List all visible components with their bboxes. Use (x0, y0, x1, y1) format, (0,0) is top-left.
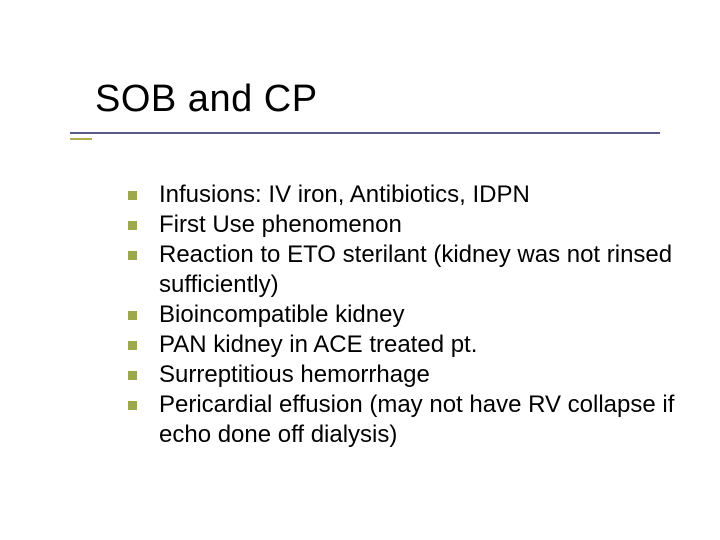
square-bullet-icon (128, 341, 137, 350)
bullet-text: Infusions: IV iron, Antibiotics, IDPN (159, 180, 680, 210)
bullet-text: First Use phenomenon (159, 210, 680, 240)
list-item: Reaction to ETO sterilant (kidney was no… (128, 240, 680, 300)
square-bullet-icon (128, 401, 137, 410)
bullet-text: Pericardial effusion (may not have RV co… (159, 390, 680, 450)
list-item: PAN kidney in ACE treated pt. (128, 330, 680, 360)
list-item: Pericardial effusion (may not have RV co… (128, 390, 680, 450)
bullet-text: Bioincompatible kidney (159, 300, 680, 330)
title-wrap: SOB and CP (95, 78, 660, 121)
list-item: First Use phenomenon (128, 210, 680, 240)
square-bullet-icon (128, 251, 137, 260)
square-bullet-icon (128, 311, 137, 320)
title-underline-short (70, 138, 92, 140)
square-bullet-icon (128, 221, 137, 230)
bullet-text: PAN kidney in ACE treated pt. (159, 330, 680, 360)
list-item: Infusions: IV iron, Antibiotics, IDPN (128, 180, 680, 210)
square-bullet-icon (128, 371, 137, 380)
list-item: Bioincompatible kidney (128, 300, 680, 330)
bullet-text: Reaction to ETO sterilant (kidney was no… (159, 240, 680, 300)
title-underline-long (70, 132, 660, 134)
list-item: Surreptitious hemorrhage (128, 360, 680, 390)
slide-title: SOB and CP (95, 78, 660, 121)
bullet-list: Infusions: IV iron, Antibiotics, IDPN Fi… (128, 180, 680, 450)
bullet-text: Surreptitious hemorrhage (159, 360, 680, 390)
square-bullet-icon (128, 191, 137, 200)
slide: SOB and CP Infusions: IV iron, Antibioti… (0, 0, 720, 540)
